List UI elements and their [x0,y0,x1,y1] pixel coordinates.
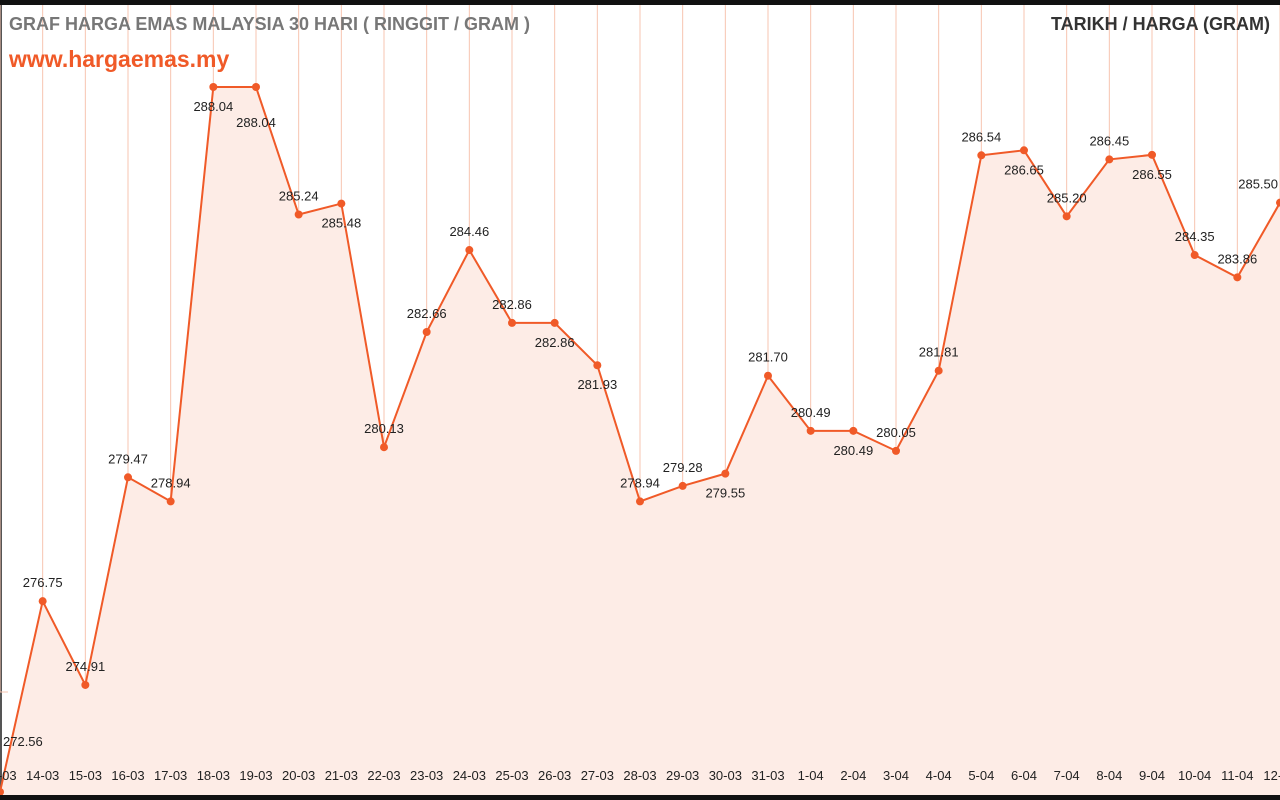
data-label: 279.55 [705,486,745,501]
data-point [550,318,559,327]
x-tick-label: 22-03 [367,768,400,783]
data-label: 286.54 [961,129,1001,144]
x-tick-label: 23-03 [410,768,443,783]
x-tick-label: 5-04 [968,768,994,783]
data-label: 288.04 [193,99,233,114]
data-point [38,597,47,606]
data-label: 280.49 [833,443,873,458]
data-point [593,361,602,370]
data-label: 281.70 [748,350,788,365]
data-label: 284.35 [1175,229,1215,244]
data-point [465,246,474,255]
x-tick-label: 29-03 [666,768,699,783]
data-point [81,680,90,689]
x-tick-label: 4-04 [926,768,952,783]
data-point [124,473,132,482]
x-tick-label: 14-03 [26,768,59,783]
data-point [1020,146,1028,155]
data-point [678,481,687,490]
data-point [849,426,858,435]
legend-label: TARIKH / HARGA (GRAM) [1051,14,1270,34]
data-point [721,469,730,478]
data-point [934,366,943,375]
data-point [166,497,175,506]
x-tick-label: 19-03 [239,768,272,783]
x-tick-label: 31-03 [751,768,784,783]
chart-title: GRAF HARGA EMAS MALAYSIA 30 HARI ( RINGG… [9,14,531,34]
data-label: 288.04 [236,115,276,130]
data-point [1148,150,1156,159]
data-point [337,199,346,208]
x-tick-label: 6-04 [1011,768,1037,783]
x-tick-label: 7-04 [1054,768,1080,783]
data-label: 278.94 [620,475,660,490]
x-tick-label: 16-03 [111,768,144,783]
data-point [764,371,772,380]
data-label: 280.05 [876,425,916,440]
data-label: 272.56 [3,734,43,749]
data-point [1190,251,1199,260]
data-point [252,83,260,91]
x-tick-label: 27-03 [581,768,614,783]
data-point [806,426,815,435]
data-point [422,328,431,337]
x-tick-label: 1-04 [798,768,824,783]
data-label: 280.49 [791,405,831,420]
data-point [294,210,303,219]
data-point [1105,155,1114,164]
x-tick-label: 13-03 [0,768,17,783]
data-point [977,151,986,160]
x-tick-label: 21-03 [325,768,358,783]
data-label: 279.28 [663,460,703,475]
data-label: 285.50 [1238,177,1278,192]
data-point [1233,273,1242,282]
data-label: 281.81 [919,345,959,360]
x-tick-label: 8-04 [1096,768,1122,783]
data-label: 274.91 [65,659,105,674]
data-label: 282.86 [492,297,532,312]
x-tick-label: 9-04 [1139,768,1165,783]
data-point [209,83,218,91]
bottom-bar [0,795,1280,800]
top-bar [0,0,1280,5]
x-tick-label: 18-03 [197,768,230,783]
data-point [0,787,4,796]
x-tick-label: 10-04 [1178,768,1211,783]
data-label: 279.47 [108,451,148,466]
data-label: 282.66 [407,306,447,321]
data-point [892,446,900,455]
x-tick-label: 25-03 [495,768,528,783]
x-tick-label: 12-04 [1263,768,1280,783]
x-tick-label: 15-03 [69,768,102,783]
data-point [1062,212,1071,221]
data-point [1276,198,1280,207]
x-tick-label: 30-03 [709,768,742,783]
data-label: 281.93 [577,377,617,392]
data-label: 285.48 [321,216,361,231]
data-point [636,497,644,506]
data-label: 285.24 [279,189,319,204]
data-label: 286.65 [1004,162,1044,177]
data-label: 283.86 [1217,251,1257,266]
x-tick-label: 20-03 [282,768,315,783]
x-tick-label: 24-03 [453,768,486,783]
data-label: 286.45 [1089,133,1129,148]
x-tick-label: 2-04 [840,768,866,783]
data-label: 280.13 [364,421,404,436]
data-label: 278.94 [151,475,191,490]
x-tick-label: 17-03 [154,768,187,783]
data-label: 286.55 [1132,167,1172,182]
data-label: 285.20 [1047,190,1087,205]
data-point [380,443,388,452]
x-tick-label: 3-04 [883,768,909,783]
x-tick-label: 26-03 [538,768,571,783]
data-label: 284.46 [449,224,489,239]
data-point [508,318,516,327]
x-tick-label: 11-04 [1221,768,1253,783]
data-label: 282.86 [535,335,575,350]
x-tick-label: 28-03 [623,768,656,783]
data-label: 276.75 [23,575,63,590]
website-link[interactable]: www.hargaemas.my [9,46,230,72]
